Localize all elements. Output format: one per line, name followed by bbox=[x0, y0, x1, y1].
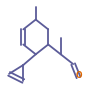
Text: O: O bbox=[75, 71, 82, 80]
